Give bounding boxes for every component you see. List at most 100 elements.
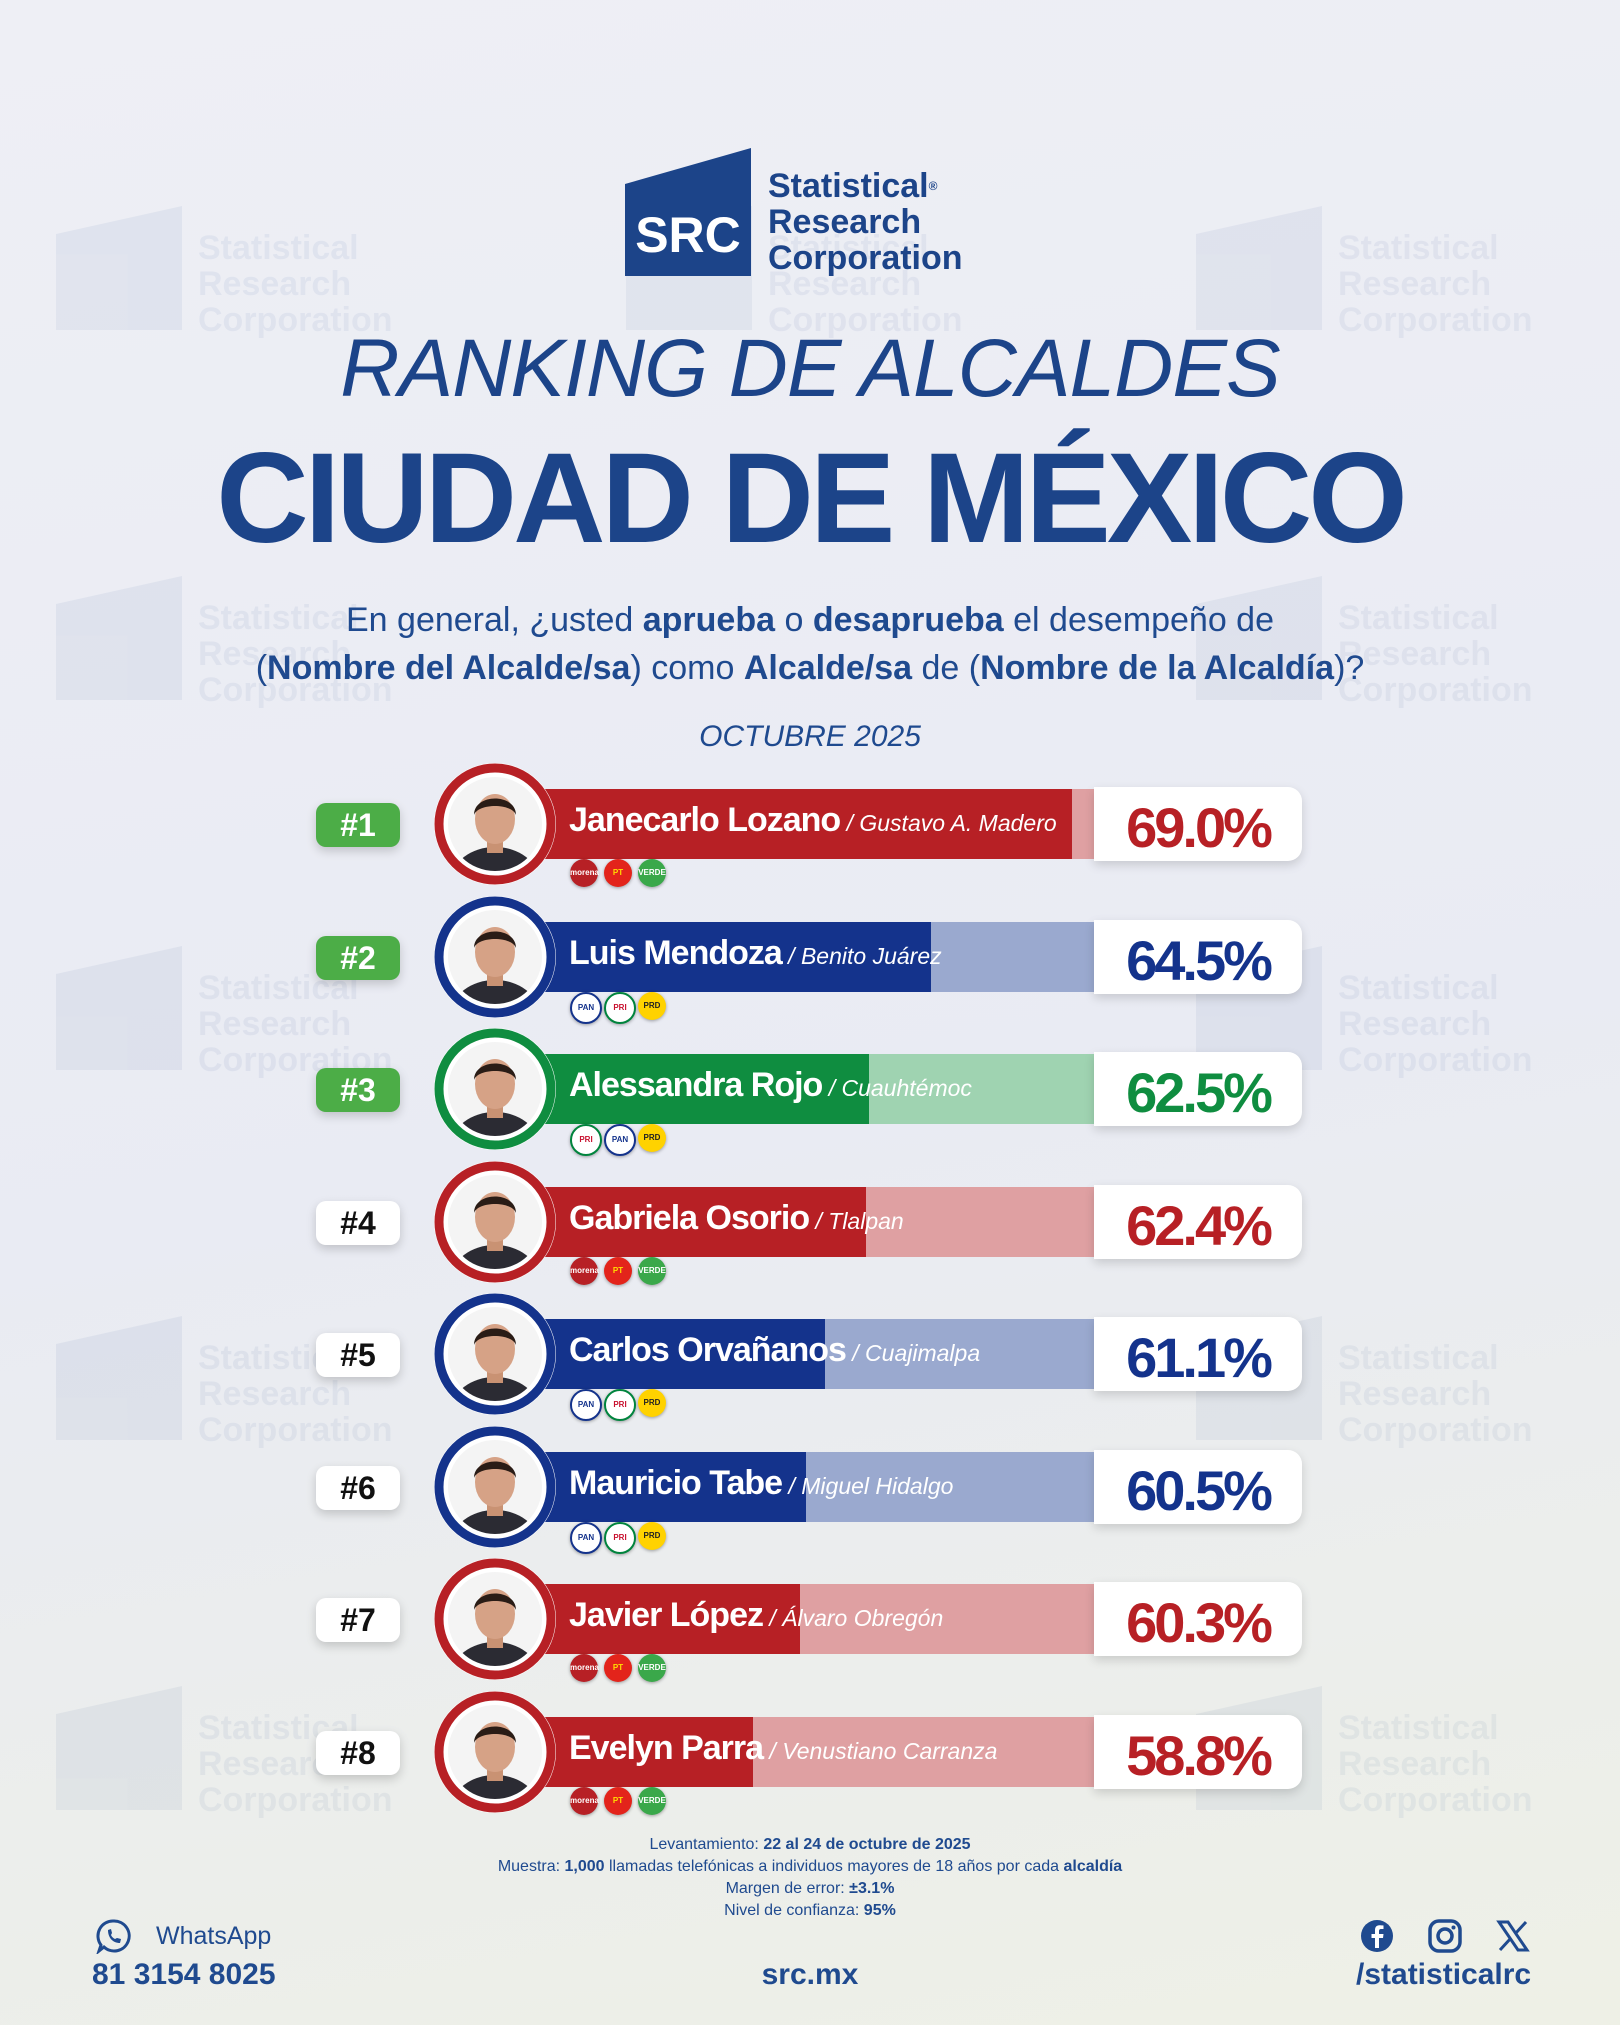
data-label: 62.5%: [1126, 1061, 1273, 1124]
party-logo-pan: PAN: [570, 991, 602, 1024]
phone-number[interactable]: 81 3154 8025: [92, 1958, 276, 1991]
candidate-avatar: [434, 1425, 556, 1548]
whatsapp-label: WhatsApp: [156, 1922, 272, 1950]
data-label: 60.5%: [1126, 1458, 1273, 1522]
party-logo-morena: morena: [570, 859, 599, 887]
ranking-row: #2 Luis Mendoza / Benito Juárez 64.5% PAN PR…: [0, 895, 1620, 1024]
data-label: 62.4%: [1126, 1193, 1273, 1257]
candidate-avatar: [434, 1028, 556, 1150]
facebook-icon[interactable]: [1359, 1918, 1395, 1954]
watermark: Statistical Research Corporation: [56, 1686, 436, 1818]
whatsapp-contact[interactable]: WhatsApp: [95, 1918, 271, 1959]
candidate-label: Evelyn Parra / Venustiano Carranza: [569, 1729, 997, 1768]
bar: [540, 1716, 753, 1787]
ranking-row: #6 Mauricio Tabe / Miguel Hidalgo 60.5% PAN…: [0, 1425, 1620, 1554]
bar: [540, 921, 932, 992]
alcaldia-name: / Miguel Hidalgo: [782, 1472, 954, 1499]
bar-track: [540, 789, 1094, 859]
rank-badge: #1: [316, 803, 400, 847]
party-logo-pan: PAN: [604, 1124, 636, 1156]
alcaldia-name: / Gustavo A. Madero: [840, 810, 1057, 836]
methodology-notes: Levantamiento: 22 al 24 de octubre de 20…: [497, 1836, 1123, 1919]
avatar-icon: [434, 1426, 556, 1547]
party-logo-pt: PT: [604, 1654, 632, 1682]
candidate-label: Mauricio Tabe / Miguel Hidalgo: [569, 1464, 953, 1503]
avatar-icon: [434, 763, 556, 885]
avatar-icon: [434, 1558, 556, 1680]
alcaldia-name: / Álvaro Obregón: [762, 1605, 944, 1631]
bar: [540, 1319, 825, 1389]
rank-badge: #4: [316, 1200, 400, 1245]
bar-track: [540, 921, 1094, 992]
data-label: 60.3%: [1126, 1591, 1273, 1654]
party-logo-pri: PRI: [604, 1521, 636, 1554]
alcaldia-name: / Cuauhtémoc: [822, 1075, 972, 1101]
party-logo-pri: PRI: [570, 1124, 602, 1156]
whatsapp-icon: [95, 1919, 131, 1956]
rank-badge: #3: [316, 1068, 400, 1112]
bar: [540, 1054, 869, 1124]
candidate-avatar: [434, 895, 556, 1018]
watermark: Statistical Research Corporation: [56, 576, 436, 708]
avatar-icon: [434, 1691, 556, 1812]
value-box: 60.5%: [1094, 1449, 1302, 1524]
bar: [540, 1186, 866, 1257]
party-logo-pt: PT: [604, 1786, 632, 1815]
party-logo-pt: PT: [604, 859, 632, 887]
alcaldia-name: / Cuajimalpa: [845, 1340, 981, 1366]
avatar-icon: [434, 1161, 556, 1282]
bar-track: [540, 1716, 1094, 1787]
candidate-label: Gabriela Osorio / Tlalpan: [569, 1199, 904, 1238]
data-label: 61.1%: [1126, 1326, 1273, 1389]
candidate-label: Carlos Orvañanos / Cuajimalpa: [569, 1331, 980, 1370]
data-label: 69.0%: [1126, 796, 1273, 859]
party-logo-pt: PT: [604, 1256, 632, 1285]
brand-logo: SRC Statistical® Research Corporation: [625, 148, 995, 276]
party-logo-pan: PAN: [570, 1389, 602, 1421]
ranking-row: #5 Carlos Orvañanos / Cuajimalpa 61.1% PAN P…: [0, 1293, 1620, 1421]
party-logo-pri: PRI: [604, 1389, 636, 1421]
party-logo-verde: VERDE: [638, 1654, 666, 1682]
candidate-label: Javier López / Álvaro Obregón: [569, 1596, 943, 1635]
bar: [540, 1584, 800, 1654]
party-logo-pan: PAN: [570, 1521, 602, 1554]
candidate-avatar: [434, 1293, 556, 1415]
ranking-row: #8 Evelyn Parra / Venustiano Carranza 58.8…: [0, 1690, 1620, 1815]
ranking-row: #7 Javier López / Álvaro Obregón 60.3% more…: [0, 1558, 1620, 1682]
avatar-icon: [434, 896, 556, 1017]
social-handle[interactable]: /statisticalrc: [1356, 1958, 1532, 1991]
ranking-row: #4 Gabriela Osorio / Tlalpan 62.4% morena PT…: [0, 1160, 1620, 1285]
avatar-icon: [434, 1293, 556, 1415]
bar-track: [540, 1584, 1094, 1654]
rank-badge: #5: [316, 1333, 400, 1377]
candidate-name: Javier López: [569, 1596, 764, 1634]
party-logo-verde: VERDE: [638, 1256, 666, 1285]
party-logo-verde: VERDE: [638, 1786, 666, 1815]
party-logo-verde: VERDE: [638, 859, 666, 887]
instagram-icon[interactable]: [1427, 1918, 1463, 1954]
alcaldia-name: / Benito Juárez: [781, 942, 942, 969]
party-logo-prd: PRD: [638, 1124, 666, 1152]
rank-badge: #2: [316, 935, 400, 980]
survey-question: En general, ¿usted aprueba o desaprueba …: [255, 601, 1365, 687]
value-box: 61.1%: [1094, 1317, 1302, 1391]
candidate-avatar: [434, 1558, 556, 1680]
value-box: 58.8%: [1094, 1714, 1302, 1789]
brand-name: Statistical® Research Corporation: [768, 167, 963, 277]
candidate-avatar: [434, 763, 556, 885]
party-logo-prd: PRD: [638, 991, 666, 1020]
title-line2: CIUDAD DE MÉXICO: [216, 427, 1408, 570]
candidate-name: Janecarlo Lozano: [569, 801, 841, 839]
bar: [540, 1451, 807, 1522]
watermark: Statistical Research Corporation: [1196, 206, 1576, 338]
value-box: 69.0%: [1094, 787, 1302, 861]
bar: [540, 789, 1073, 859]
alcaldia-name: / Tlalpan: [809, 1207, 904, 1234]
x-icon[interactable]: [1495, 1918, 1531, 1954]
data-label: 58.8%: [1126, 1723, 1273, 1787]
candidate-name: Carlos Orvañanos: [569, 1331, 847, 1369]
website-link[interactable]: src.mx: [761, 1958, 859, 1991]
candidate-avatar: [434, 1690, 556, 1813]
candidate-name: Evelyn Parra: [569, 1728, 764, 1767]
party-logo-morena: morena: [570, 1256, 599, 1285]
